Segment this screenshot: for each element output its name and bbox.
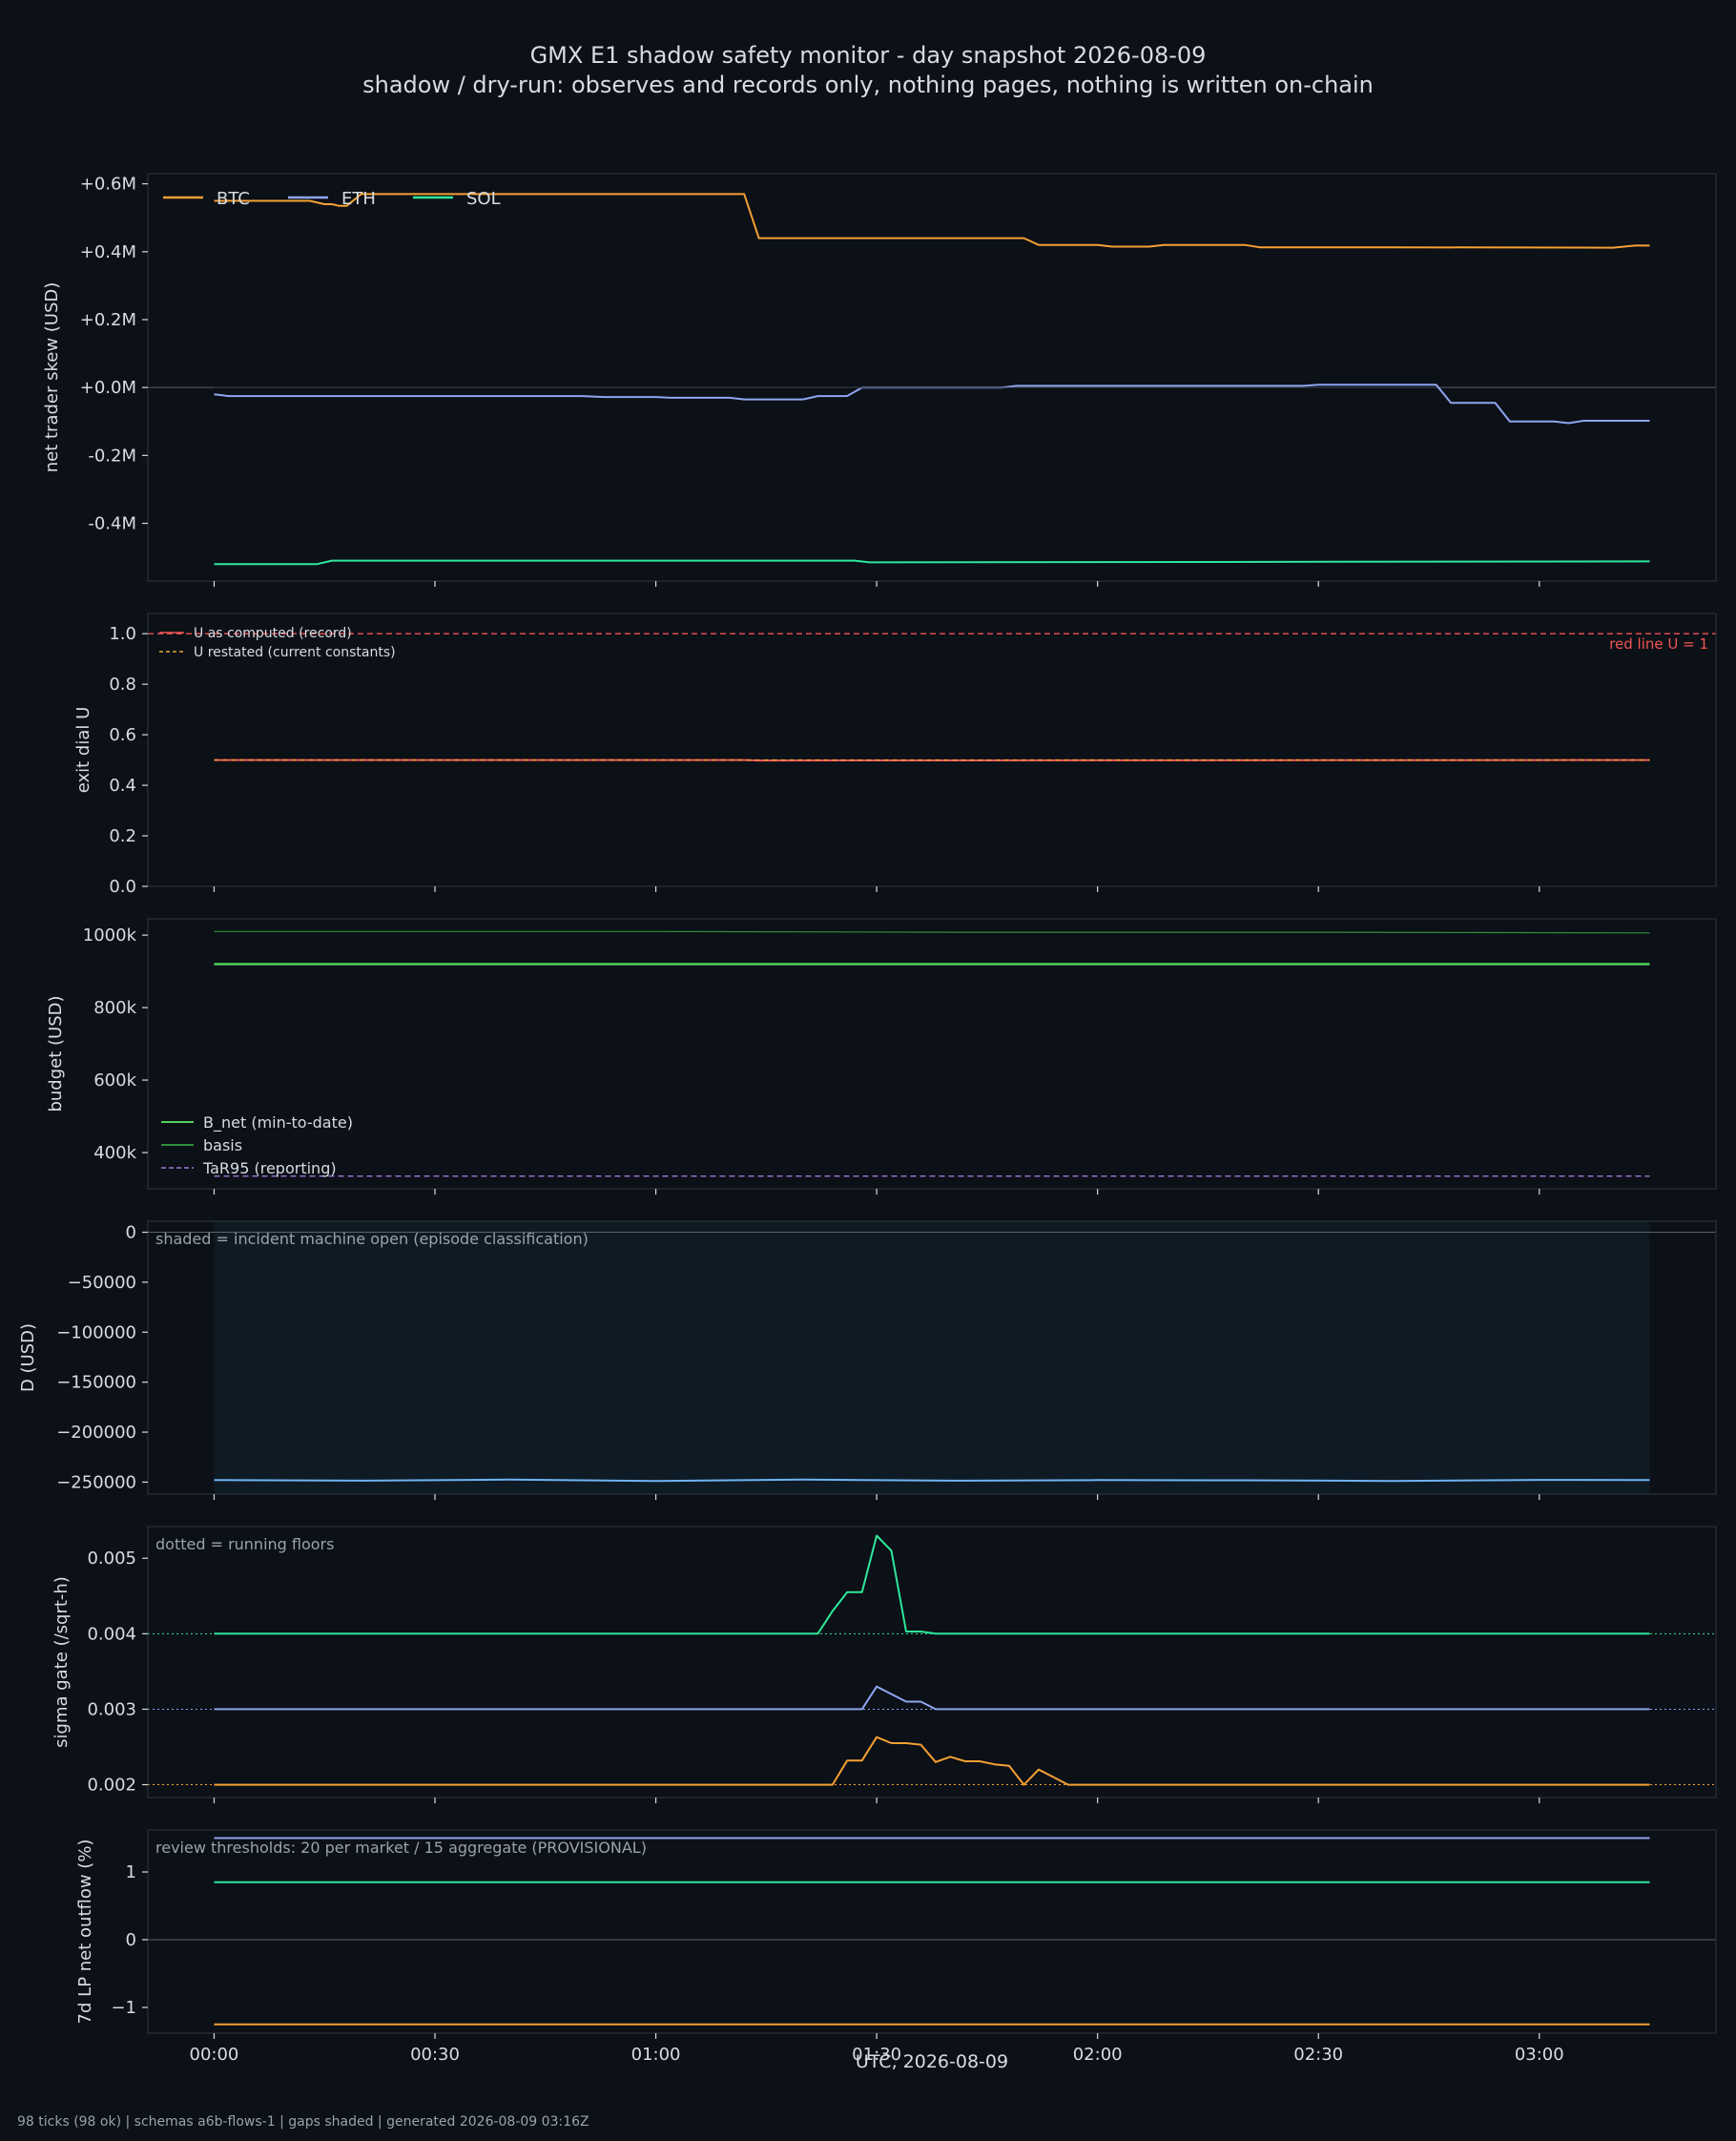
y-axis-label: sigma gate (/sqrt-h): [52, 1576, 72, 1748]
annotation: shaded = incident machine open (episode …: [155, 1230, 589, 1248]
axes-frame: [147, 1829, 1717, 2034]
y-tick-label: 0.8: [109, 675, 136, 695]
y-tick-label: -0.4M: [88, 514, 136, 534]
y-tick-label: -0.2M: [88, 446, 136, 466]
y-axis-label: 7d LP net outflow (%): [75, 1840, 95, 2025]
series-line-sol: [214, 1534, 1650, 1635]
series-line-btc: [214, 193, 1650, 249]
y-tick-label: +0.4M: [80, 242, 136, 262]
y-tick-label: −100000: [56, 1322, 136, 1342]
annotation: review thresholds: 20 per market / 15 ag…: [155, 1839, 647, 1857]
y-axis-label: net trader skew (USD): [42, 282, 62, 473]
y-axis-label: budget (USD): [46, 995, 66, 1112]
y-tick-label: 400k: [93, 1143, 136, 1163]
axes-frame: [147, 1220, 1717, 1495]
axes-frame: [147, 173, 1717, 582]
legend-label: U as computed (record): [194, 626, 352, 641]
y-tick-label: −1: [111, 1998, 136, 2018]
series-line-line-0: [214, 1478, 1650, 1483]
y-tick-label: −250000: [56, 1472, 136, 1492]
y-tick-label: 600k: [93, 1070, 136, 1091]
legend-label: ETH: [341, 189, 376, 209]
legend-label: basis: [203, 1136, 242, 1154]
panels: -0.4M -0.2M +0.0M +0.2M +0.4M +0.6M net trader…: [18, 173, 1717, 2065]
shaded-incident-region: [214, 1221, 1650, 1494]
x-tick-label: 00:00: [190, 2045, 239, 2065]
legend: BTC ETH SOL: [163, 189, 501, 209]
y-tick-label: 0: [126, 1930, 136, 1950]
panel-sigma: 0.002 0.003 0.004 0.005 sigma gate (/sqrt-h)…: [52, 1526, 1717, 1803]
panel-lp: −1 0 1 00:00 00:30 01:00 01:30 02:00 02:30 03:00 7…: [75, 1829, 1717, 2065]
panel-exit: 0.0 0.2 0.4 0.6 0.8 1.0 exit dial U red line U …: [73, 613, 1717, 897]
footer-status: 98 ticks (98 ok) | schemas a6b-flows-1 |…: [17, 2114, 589, 2130]
legend: B_net (min-to-date) basis TaR95 (reporting…: [161, 1113, 353, 1177]
y-tick-label: 1.0: [109, 624, 136, 644]
legend-label: U restated (current constants): [194, 645, 396, 660]
y-tick-label: +0.2M: [80, 310, 136, 330]
annotation: dotted = running floors: [155, 1535, 334, 1553]
panel-d: −250000 −200000 −150000 −100000 −50000 0 D (US…: [18, 1220, 1717, 1500]
y-tick-label: −150000: [56, 1373, 136, 1393]
y-tick-label: +0.0M: [80, 378, 136, 398]
y-tick-label: 0.002: [87, 1776, 136, 1796]
y-tick-label: 1: [126, 1862, 136, 1882]
y-tick-label: 1000k: [83, 925, 137, 946]
y-tick-label: 0.0: [109, 877, 136, 897]
series-line-sol: [214, 559, 1650, 566]
legend-label: TaR95 (reporting): [202, 1159, 337, 1177]
series-line-btc: [214, 1736, 1650, 1786]
x-tick-label: 01:00: [631, 2045, 681, 2065]
legend-label: BTC: [217, 189, 250, 209]
x-tick-label: 03:00: [1515, 2045, 1564, 2065]
y-tick-label: 0.004: [87, 1624, 136, 1644]
y-tick-label: 0.005: [87, 1549, 136, 1569]
y-tick-label: 0.4: [109, 776, 136, 796]
y-axis-label: D (USD): [18, 1323, 38, 1392]
axes-frame: [147, 613, 1717, 887]
x-tick-label: 01:30: [852, 2045, 901, 2065]
y-tick-label: 0.2: [109, 826, 136, 846]
y-tick-label: 800k: [93, 998, 136, 1018]
figure-title: GMX E1 shadow safety monitor - day snaps…: [530, 42, 1207, 69]
axes-frame: [147, 1526, 1717, 1798]
y-tick-label: −50000: [68, 1273, 136, 1293]
x-axis-label: UTC, 2026-08-09: [856, 2051, 1008, 2072]
annotation: red line U = 1: [1609, 635, 1708, 653]
y-tick-label: 0: [126, 1223, 136, 1243]
legend-label: SOL: [466, 189, 501, 209]
y-tick-label: 0.003: [87, 1699, 136, 1719]
series-line-basis: [214, 930, 1650, 934]
y-tick-label: 0.6: [109, 725, 136, 745]
series-line-eth: [214, 1685, 1650, 1711]
y-tick-label: −200000: [56, 1423, 136, 1443]
x-tick-label: 02:00: [1073, 2045, 1123, 2065]
x-tick-label: 02:30: [1293, 2045, 1343, 2065]
panel-budget: 400k 600k 800k 1000k budget (USD) B_net (min-…: [46, 918, 1717, 1195]
axes-frame: [147, 918, 1717, 1190]
legend: U as computed (record) U restated (curren…: [159, 626, 396, 660]
panel-skew: -0.4M -0.2M +0.0M +0.2M +0.4M +0.6M net trader…: [42, 173, 1717, 587]
y-axis-label: exit dial U: [73, 707, 93, 794]
y-tick-label: +0.6M: [80, 175, 136, 195]
legend-label: B_net (min-to-date): [203, 1113, 353, 1133]
figure-subtitle: shadow / dry-run: observes and records o…: [362, 72, 1374, 98]
x-tick-label: 00:30: [410, 2045, 460, 2065]
